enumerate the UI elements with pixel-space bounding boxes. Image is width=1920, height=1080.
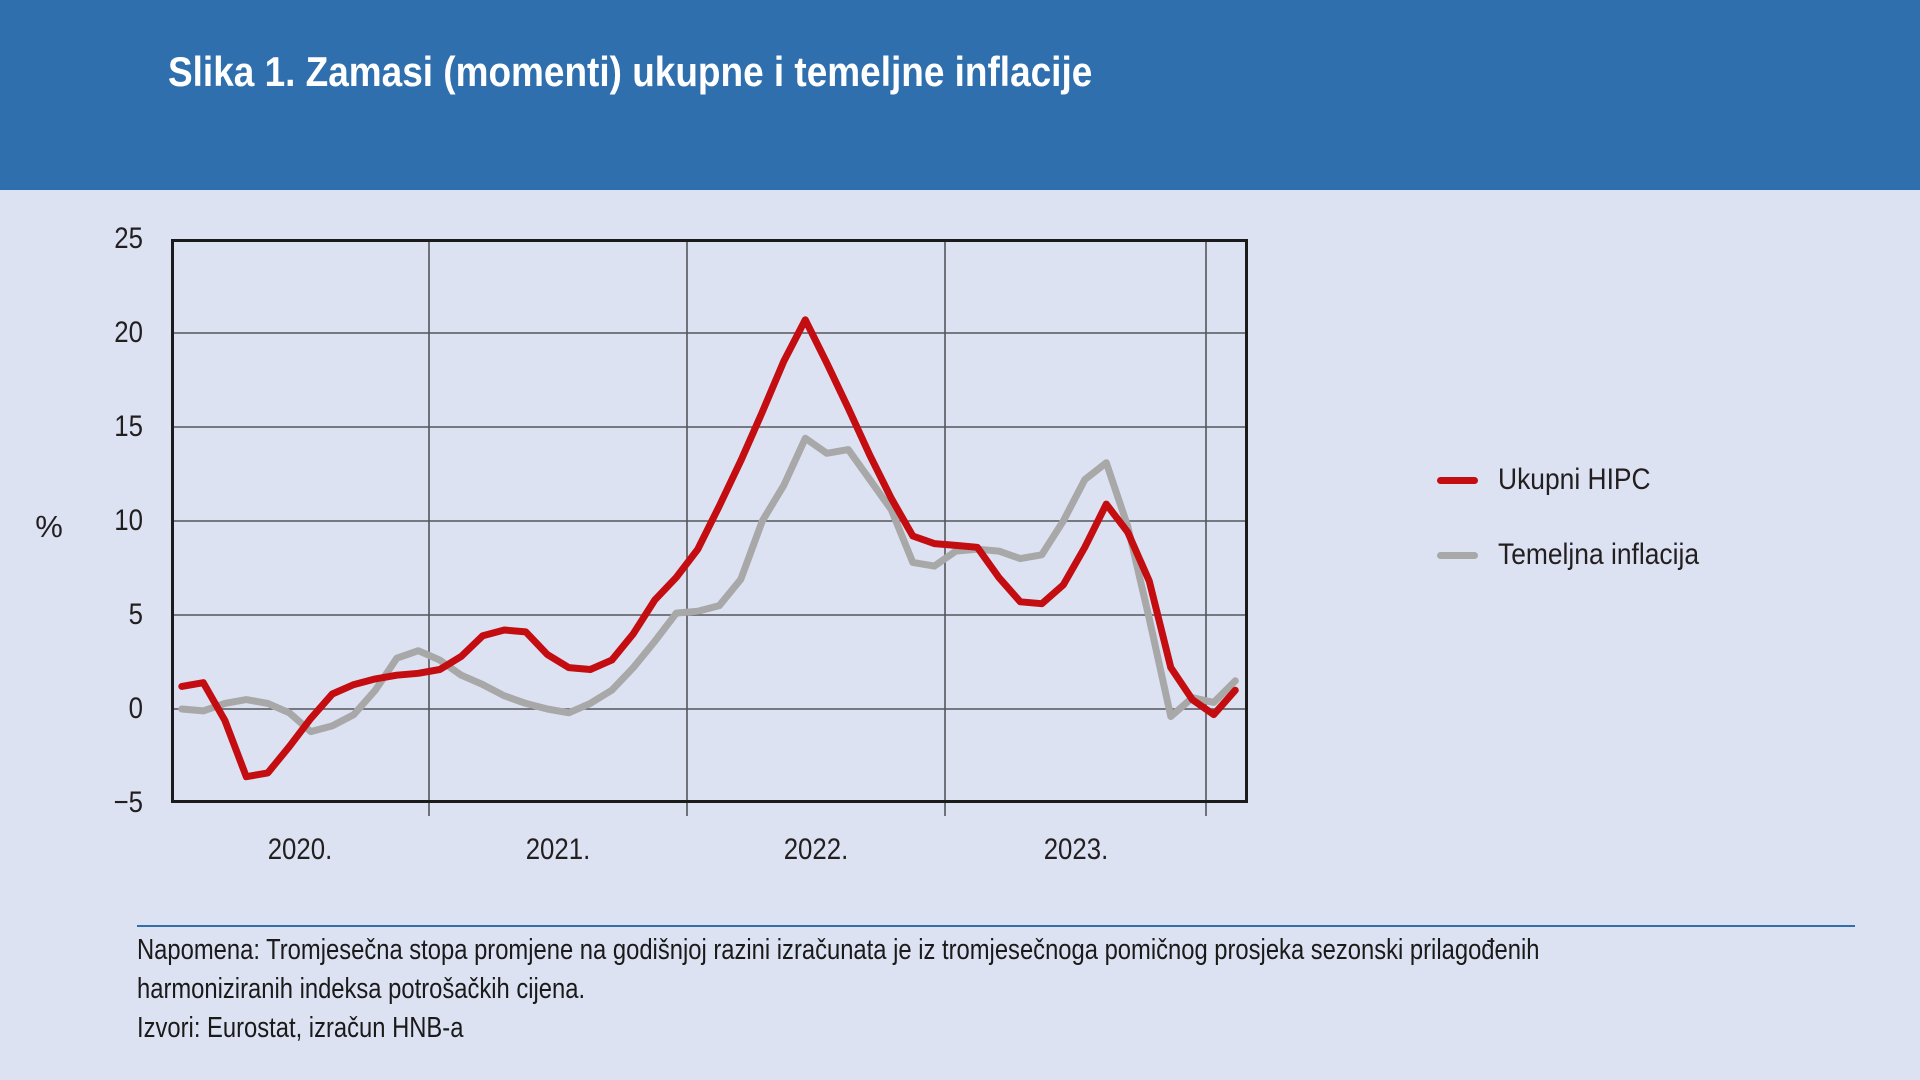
- y-tick-label: 25: [114, 222, 143, 255]
- legend-item-ukupni-hipc: Ukupni HIPC: [1437, 463, 1837, 497]
- y-tick-label: 20: [114, 316, 143, 349]
- y-tick-label: 5: [128, 598, 143, 631]
- footnote-sources: Izvori: Eurostat, izračun HNB-a: [137, 1012, 464, 1044]
- x-tick-label: 2023.: [1043, 833, 1108, 866]
- y-tick-label: 15: [114, 410, 143, 443]
- plot-area: [171, 239, 1248, 816]
- series-line-temeljna-inflacija: [178, 434, 1239, 736]
- footnote-note-line-1: Napomena: Tromjesečna stopa promjene na …: [137, 934, 1540, 966]
- y-tick-label: 0: [128, 692, 143, 725]
- inflation-line-chart: [171, 239, 1248, 816]
- legend-line-gray-icon: [1437, 552, 1478, 559]
- y-tick-label: −5: [113, 786, 143, 819]
- figure-title: Slika 1. Zamasi (momenti) ukupne i temel…: [168, 48, 1093, 95]
- footnote-divider: [137, 925, 1855, 927]
- footnote: Napomena: Tromjesečna stopa promjene na …: [137, 931, 1580, 1048]
- y-axis-unit-label: %: [35, 509, 63, 544]
- x-tick-label: 2021.: [525, 833, 591, 866]
- x-tick-label: 2022.: [783, 833, 849, 866]
- series-line-ukupni-hipc: [178, 316, 1239, 781]
- legend-label-temeljna-inflacija: Temeljna inflacija: [1498, 538, 1700, 571]
- footnote-note-line-2: harmoniziranih indeksa potrošačkih cijen…: [137, 973, 586, 1005]
- legend-item-temeljna-inflacija: Temeljna inflacija: [1437, 538, 1837, 572]
- header-banner: Slika 1. Zamasi (momenti) ukupne i temel…: [0, 0, 1920, 190]
- y-tick-label: 10: [114, 504, 143, 537]
- legend-line-red-icon: [1437, 477, 1478, 484]
- x-tick-label: 2020.: [267, 833, 333, 866]
- legend-label-ukupni-hipc: Ukupni HIPC: [1498, 463, 1651, 496]
